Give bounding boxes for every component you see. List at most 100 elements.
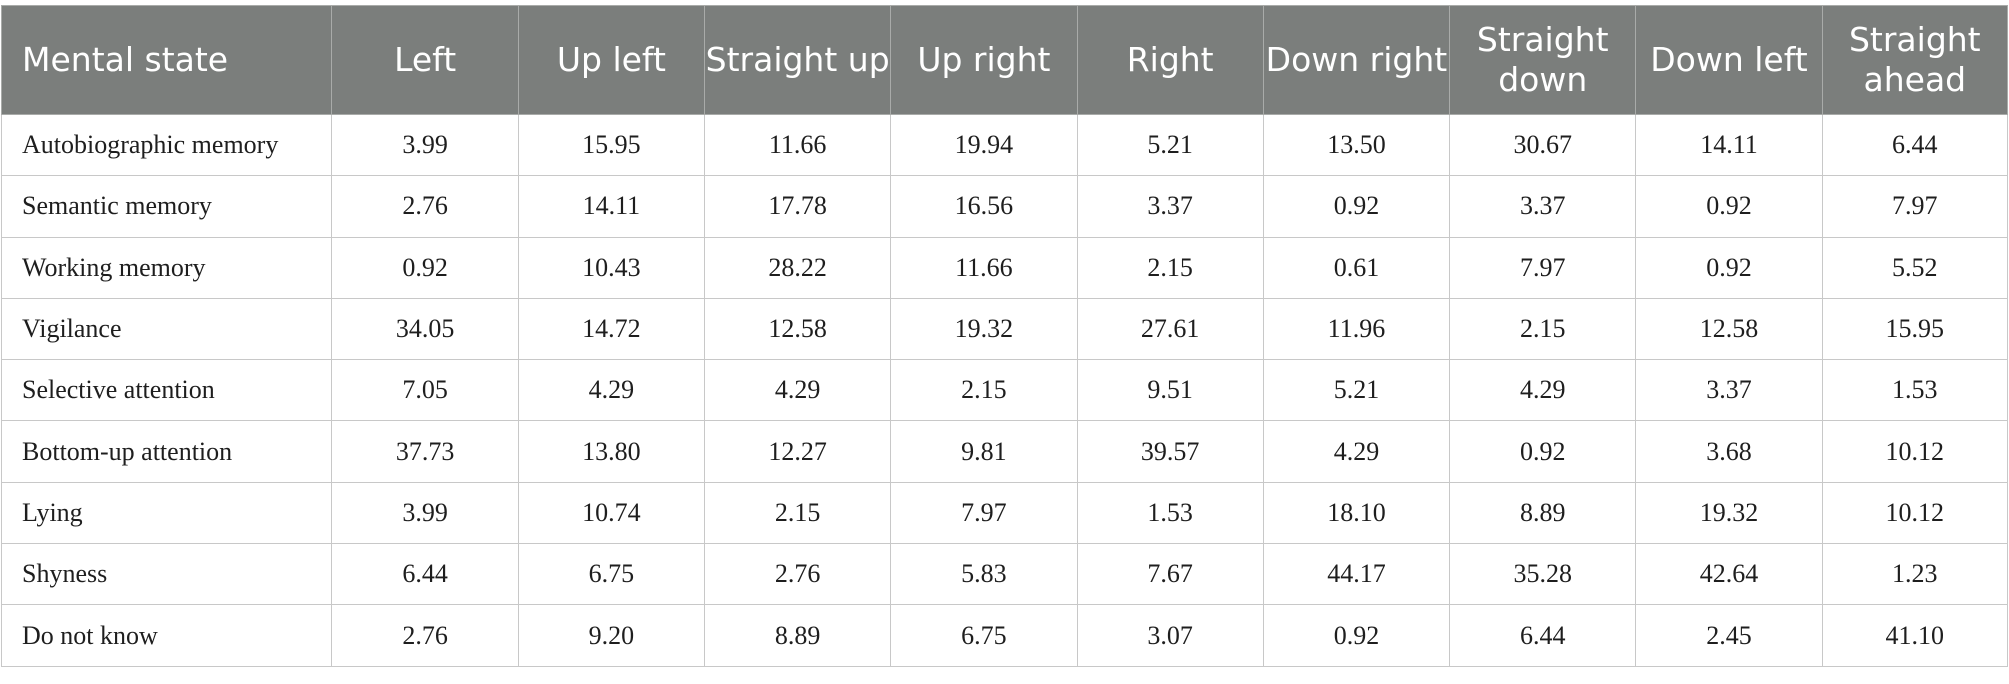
table-cell: 9.81 [890,420,1078,483]
table-cell: 14.11 [517,175,706,238]
table-cell: 19.32 [890,297,1078,361]
table-cell: 4.29 [1262,420,1451,483]
column-header: Mental state [0,5,333,115]
column-header: Right [1076,5,1264,115]
table-row: Semantic memory 2.76 14.11 17.78 16.56 3… [0,175,2009,238]
row-label: Lying [0,481,333,545]
column-header: Down right [1262,5,1451,115]
table-cell: 11.66 [704,113,892,177]
table-cell: 37.73 [331,420,519,483]
table-cell: 13.50 [1262,113,1451,177]
row-label: Selective attention [0,359,333,422]
table-cell: 28.22 [704,236,892,299]
table-cell: 3.37 [1449,175,1637,238]
table-cell: 6.75 [517,543,706,606]
table-cell: 35.28 [1449,543,1637,606]
column-header: Straight down [1449,5,1637,115]
table-cell: 7.97 [1821,175,2009,238]
table-cell: 4.29 [1449,359,1637,422]
table-cell: 44.17 [1262,543,1451,606]
table-cell: 8.89 [1449,481,1637,545]
table-cell: 3.68 [1635,420,1823,483]
table-cell: 13.80 [517,420,706,483]
column-header: Straight ahead [1821,5,2009,115]
table-cell: 2.15 [1449,297,1637,361]
table-cell: 14.72 [517,297,706,361]
table-cell: 19.32 [1635,481,1823,545]
table-cell: 0.92 [1635,236,1823,299]
table-cell: 12.27 [704,420,892,483]
table-cell: 10.43 [517,236,706,299]
table-cell: 6.75 [890,604,1078,667]
table-cell: 0.92 [1262,175,1451,238]
table-cell: 0.92 [1262,604,1451,667]
table-cell: 5.21 [1262,359,1451,422]
table-row: Shyness 6.44 6.75 2.76 5.83 7.67 44.17 3… [0,543,2009,606]
table-cell: 2.45 [1635,604,1823,667]
table-cell: 8.89 [704,604,892,667]
table-cell: 2.76 [331,604,519,667]
row-label: Semantic memory [0,175,333,238]
table-cell: 7.97 [890,481,1078,545]
table-cell: 5.21 [1076,113,1264,177]
table-cell: 5.83 [890,543,1078,606]
table-cell: 2.15 [1076,236,1264,299]
table-cell: 2.15 [890,359,1078,422]
table-cell: 16.56 [890,175,1078,238]
table-cell: 6.44 [1821,113,2009,177]
table-cell: 4.29 [517,359,706,422]
table-cell: 10.74 [517,481,706,545]
table-cell: 0.92 [1449,420,1637,483]
table-cell: 3.99 [331,113,519,177]
table-cell: 42.64 [1635,543,1823,606]
table-cell: 1.53 [1076,481,1264,545]
table-cell: 6.44 [331,543,519,606]
table-cell: 3.37 [1635,359,1823,422]
table-cell: 12.58 [1635,297,1823,361]
table-row: Selective attention 7.05 4.29 4.29 2.15 … [0,359,2009,422]
table-cell: 15.95 [1821,297,2009,361]
table-row: Autobiographic memory 3.99 15.95 11.66 1… [0,113,2009,177]
row-label: Do not know [0,604,333,667]
table-cell: 15.95 [517,113,706,177]
table-row: Working memory 0.92 10.43 28.22 11.66 2.… [0,236,2009,299]
column-header: Up right [890,5,1078,115]
table-cell: 7.67 [1076,543,1264,606]
row-label: Working memory [0,236,333,299]
table-cell: 12.58 [704,297,892,361]
table-row: Do not know 2.76 9.20 8.89 6.75 3.07 0.9… [0,604,2009,667]
table-cell: 2.76 [704,543,892,606]
table-cell: 19.94 [890,113,1078,177]
table-cell: 1.23 [1821,543,2009,606]
table-cell: 6.44 [1449,604,1637,667]
table-cell: 3.07 [1076,604,1264,667]
table-cell: 1.53 [1821,359,2009,422]
table-cell: 0.92 [1635,175,1823,238]
table-row: Vigilance 34.05 14.72 12.58 19.32 27.61 … [0,297,2009,361]
row-label: Shyness [0,543,333,606]
table-container: Mental state Left Up left Straight up Up… [0,5,2009,667]
table-cell: 0.61 [1262,236,1451,299]
row-label: Vigilance [0,297,333,361]
row-label: Bottom-up attention [0,420,333,483]
table-cell: 27.61 [1076,297,1264,361]
table-cell: 2.76 [331,175,519,238]
table-cell: 11.96 [1262,297,1451,361]
table-row: Bottom-up attention 37.73 13.80 12.27 9.… [0,420,2009,483]
table-cell: 18.10 [1262,481,1451,545]
table-cell: 2.15 [704,481,892,545]
table-cell: 3.99 [331,481,519,545]
table-cell: 34.05 [331,297,519,361]
table-cell: 39.57 [1076,420,1264,483]
table-cell: 10.12 [1821,481,2009,545]
table-cell: 9.51 [1076,359,1264,422]
column-header: Left [331,5,519,115]
table-cell: 5.52 [1821,236,2009,299]
table-cell: 14.11 [1635,113,1823,177]
row-label: Autobiographic memory [0,113,333,177]
table-cell: 41.10 [1821,604,2009,667]
column-header: Straight up [704,5,892,115]
column-header: Down left [1635,5,1823,115]
table-cell: 10.12 [1821,420,2009,483]
table-cell: 11.66 [890,236,1078,299]
